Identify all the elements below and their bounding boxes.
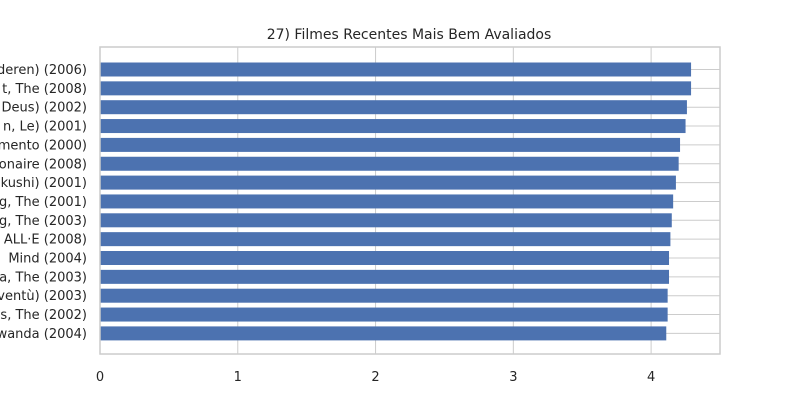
bar bbox=[100, 326, 667, 341]
bar bbox=[100, 269, 670, 284]
x-tick-label: 3 bbox=[509, 370, 517, 385]
y-tick-label: g, The (2003) bbox=[0, 214, 87, 229]
y-tick-label: ALL·E (2008) bbox=[4, 233, 87, 248]
bar bbox=[100, 175, 676, 190]
y-tick-label: s, The (2002) bbox=[0, 308, 87, 323]
y-tick-label: t, The (2008) bbox=[2, 82, 87, 97]
chart-title: 27) Filmes Recentes Mais Bem Avaliados bbox=[267, 27, 552, 43]
y-tick-label: deren) (2006) bbox=[0, 63, 87, 78]
y-tick-label: n, Le) (2001) bbox=[3, 120, 87, 135]
y-tick-label: ventù) (2003) bbox=[0, 289, 87, 304]
x-tick-label: 0 bbox=[96, 370, 104, 385]
bars bbox=[100, 62, 692, 341]
y-tick-label: Mind (2004) bbox=[8, 252, 87, 267]
x-tick-labels: 0 1 2 3 4 bbox=[96, 370, 655, 385]
bar bbox=[100, 194, 674, 209]
bar bbox=[100, 62, 692, 77]
plot-frame bbox=[99, 46, 721, 355]
bar bbox=[100, 232, 671, 247]
y-tick-label: Deus) (2002) bbox=[2, 101, 87, 116]
bar bbox=[100, 288, 668, 303]
bar bbox=[100, 307, 668, 322]
bar bbox=[100, 137, 681, 152]
y-tick-label: wanda (2004) bbox=[0, 327, 87, 342]
bar bbox=[100, 100, 687, 115]
x-tick-label: 1 bbox=[234, 370, 242, 385]
bar bbox=[100, 81, 692, 96]
x-tick-label: 2 bbox=[371, 370, 379, 385]
y-tick-label: onaire (2008) bbox=[0, 157, 87, 172]
y-tick-labels: deren) (2006) t, The (2008) Deus) (2002) n,… bbox=[0, 63, 87, 342]
y-tick-label: g, The (2001) bbox=[0, 195, 87, 210]
y-tick-label: kushi) (2001) bbox=[1, 176, 87, 191]
bar bbox=[100, 251, 670, 265]
x-tick-label: 4 bbox=[647, 370, 655, 385]
bar bbox=[100, 213, 672, 228]
bar bbox=[100, 119, 686, 134]
bar bbox=[100, 156, 679, 171]
y-tick-label: mento (2000) bbox=[0, 138, 87, 153]
y-tick-label: a, The (2003) bbox=[0, 270, 87, 285]
